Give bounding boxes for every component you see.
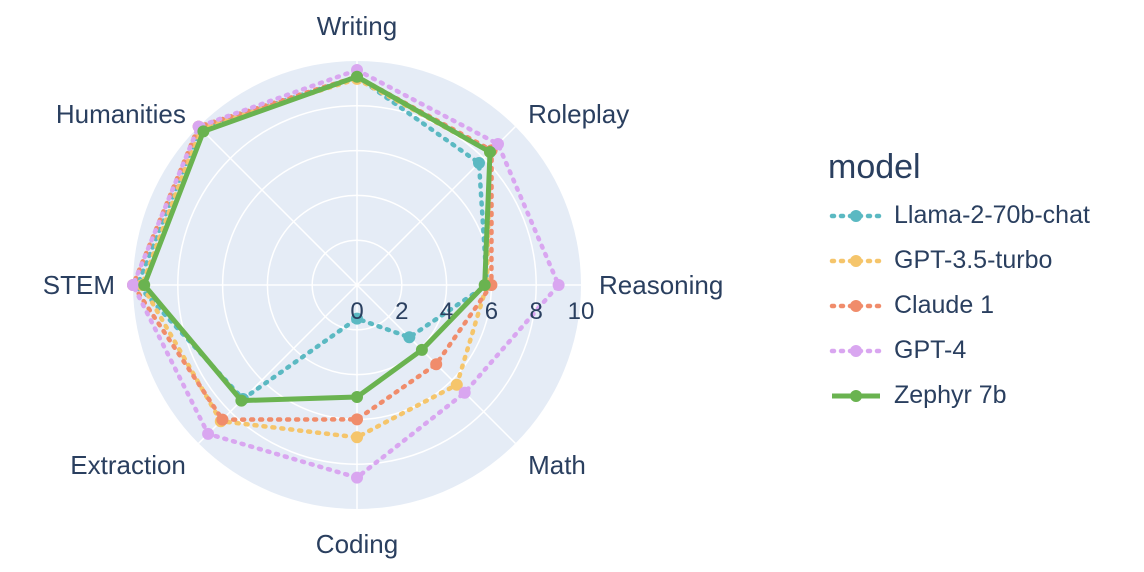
data-point	[202, 427, 215, 440]
data-point	[473, 157, 485, 169]
axis-labels: Writing Roleplay Reasoning Math Coding Extrac…	[43, 11, 724, 559]
data-point	[138, 279, 151, 291]
legend-swatch	[829, 344, 883, 357]
radial-tick-label: 0	[350, 298, 363, 325]
legend-item[interactable]: Zephyr 7b	[828, 373, 1090, 418]
legend-item[interactable]: Llama-2-70b-chat	[828, 193, 1090, 238]
legend-items: Llama-2-70b-chat GPT-3.5-turbo Claude 1 GPT…	[828, 193, 1090, 418]
radial-tick-label: 4	[440, 298, 453, 325]
legend-item[interactable]: GPT-3.5-turbo	[828, 238, 1090, 283]
data-point	[458, 386, 471, 399]
axis-label-coding: Coding	[316, 529, 398, 559]
legend-swatch	[829, 299, 883, 312]
radial-ticks: 0 2 4 6 8 10	[350, 298, 594, 325]
legend-label: Claude 1	[894, 291, 995, 319]
data-point	[351, 391, 363, 403]
axis-label-writing: Writing	[317, 11, 397, 41]
series-zephyr-7b	[138, 70, 496, 407]
legend-title: model	[828, 148, 921, 186]
axis-label-reasoning: Reasoning	[599, 270, 723, 300]
legend-label: Llama-2-70b-chat	[894, 201, 1090, 229]
data-point	[351, 431, 363, 444]
data-point	[484, 146, 496, 158]
axis-label-math: Math	[528, 450, 586, 480]
axis-label-extraction: Extraction	[70, 450, 186, 480]
data-point	[351, 312, 363, 325]
data-point	[478, 279, 491, 291]
data-point	[351, 70, 363, 83]
data-point	[127, 279, 139, 291]
axis-label-humanities: Humanities	[56, 99, 186, 129]
legend-item[interactable]: GPT-4	[828, 328, 1090, 373]
radar-chart: 0 2 4 6 8 10 Writing Roleplay Reasoning Math Codi…	[43, 11, 724, 559]
data-point	[351, 413, 363, 426]
data-point	[403, 331, 416, 344]
legend-swatch	[832, 389, 880, 402]
radial-tick-label: 2	[395, 298, 408, 325]
axis-label-roleplay: Roleplay	[528, 99, 629, 129]
data-point	[430, 358, 443, 371]
data-point	[351, 471, 363, 484]
legend-label: GPT-4	[894, 336, 967, 364]
grid-spoke	[198, 126, 358, 286]
radial-tick-label: 8	[530, 298, 543, 325]
legend-swatch	[829, 209, 883, 222]
legend-label: Zephyr 7b	[894, 381, 1007, 409]
data-point	[216, 413, 229, 426]
data-point	[235, 394, 248, 407]
legend-label: GPT-3.5-turbo	[894, 246, 1053, 274]
legend: model Llama-2-70b-chat GPT-3.5-turbo Claud…	[828, 148, 1090, 418]
data-point	[450, 378, 463, 391]
legend-item[interactable]: Claude 1	[828, 283, 1090, 328]
axis-label-stem: STEM	[43, 270, 115, 300]
data-point	[197, 125, 210, 138]
data-point	[492, 138, 504, 150]
series-layer	[127, 64, 565, 484]
radial-tick-label: 6	[485, 298, 498, 325]
legend-swatch	[829, 254, 883, 267]
radial-tick-label: 10	[568, 298, 595, 325]
data-point	[552, 279, 565, 291]
data-point	[415, 343, 428, 356]
